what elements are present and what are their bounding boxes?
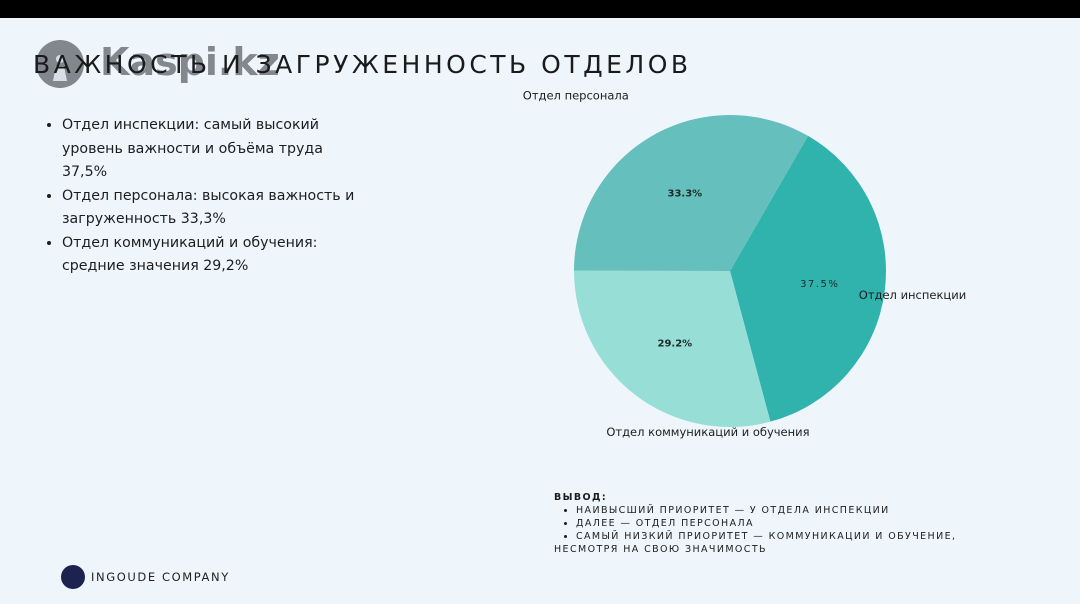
company-name: INGOUDE COMPANY: [91, 570, 230, 584]
summary-list: Отдел инспекции: самый высокий уровень в…: [46, 114, 362, 279]
conclusion-continuation: НЕСМОТРЯ НА СВОЮ ЗНАЧИМОСТЬ: [554, 544, 767, 555]
page-title: ВАЖНОСТЬ И ЗАГРУЖЕННОСТЬ ОТДЕЛОВ: [33, 50, 692, 79]
company-logo-icon: [61, 565, 85, 589]
percent-label-personnel: 33.3%: [667, 189, 702, 200]
percent-label-communications: 29.2%: [657, 339, 692, 350]
person-icon: [53, 55, 67, 81]
kaspi-logo-icon: [36, 40, 84, 88]
percent-label-inspection: 37.5%: [800, 279, 839, 290]
slice-personnel: [574, 114, 808, 271]
summary-item-communications: Отдел коммуникаций и обучения: средние з…: [62, 232, 362, 279]
kaspi-watermark-text: Kaspi.kz: [100, 40, 280, 84]
pie-chart: 37.5% Отдел инспекции 29.2% Отдел коммуника…: [523, 90, 966, 439]
category-label-communications: Отдел коммуникаций и обучения: [606, 425, 809, 439]
slice-inspection: [730, 135, 886, 422]
kaspi-watermark: Kaspi.kz: [36, 36, 286, 92]
conclusion-item: ДАЛЕЕ — ОТДЕЛ ПЕРСОНАЛА: [576, 517, 974, 530]
category-label-personnel: Отдел персонала: [523, 90, 629, 102]
conclusion-heading: ВЫВОД:: [554, 492, 608, 503]
conclusion-list: НАИВЫСШИЙ ПРИОРИТЕТ — У ОТДЕЛА ИНСПЕКЦИИ…: [554, 504, 974, 543]
conclusion-item: САМЫЙ НИЗКИЙ ПРИОРИТЕТ — КОММУНИКАЦИИ И …: [576, 530, 974, 543]
top-bar: [0, 0, 1080, 18]
summary-item-inspection: Отдел инспекции: самый высокий уровень в…: [62, 114, 362, 185]
conclusion-item: НАИВЫСШИЙ ПРИОРИТЕТ — У ОТДЕЛА ИНСПЕКЦИИ: [576, 504, 974, 517]
conclusion-block: ВЫВОД: НАИВЫСШИЙ ПРИОРИТЕТ — У ОТДЕЛА ИН…: [554, 491, 974, 556]
slice-communications: [574, 270, 771, 427]
category-label-inspection: Отдел инспекции: [859, 288, 966, 302]
summary-item-personnel: Отдел персонала: высокая важность и загр…: [62, 185, 362, 232]
